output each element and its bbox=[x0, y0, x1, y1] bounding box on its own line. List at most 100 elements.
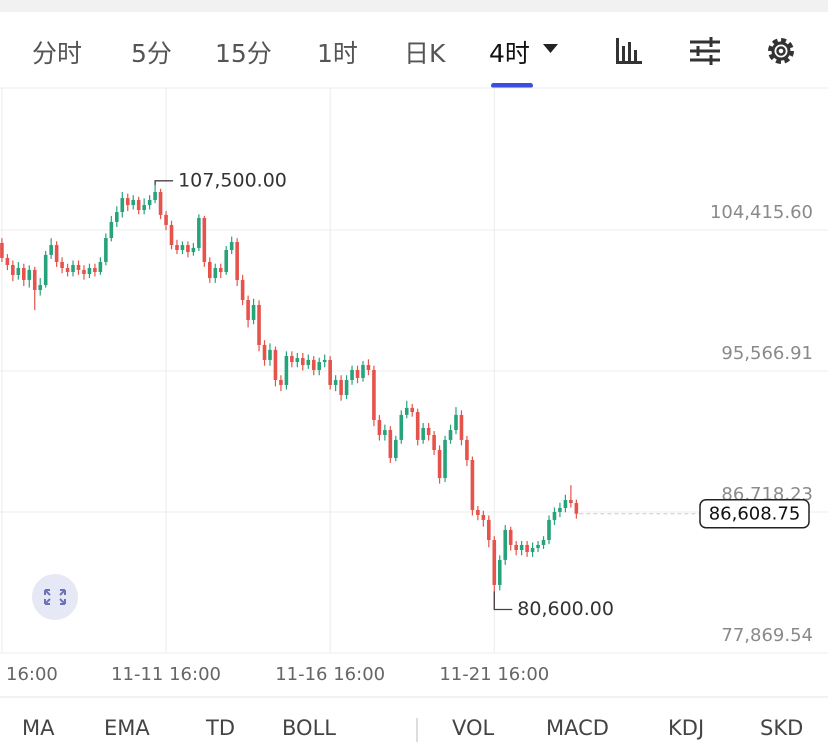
candle-body bbox=[443, 439, 447, 479]
tab[interactable]: 分时 bbox=[32, 39, 83, 68]
y-tick-label: 104,415.60 bbox=[710, 202, 813, 223]
candle-body bbox=[208, 261, 212, 279]
candle-body bbox=[372, 369, 376, 421]
candle-body bbox=[60, 261, 64, 268]
candle-body bbox=[224, 249, 229, 272]
candle-body bbox=[268, 349, 272, 360]
expand-button[interactable] bbox=[32, 574, 78, 620]
candle-body bbox=[158, 191, 163, 215]
candle-body bbox=[147, 199, 152, 206]
indicator-tab[interactable]: BOLL bbox=[282, 716, 336, 740]
y-tick-label: 95,566.91 bbox=[721, 343, 813, 364]
candle-body bbox=[437, 449, 442, 479]
tab[interactable]: 4时 bbox=[489, 39, 530, 68]
candle-body bbox=[218, 267, 223, 272]
candle-body bbox=[115, 212, 119, 222]
candle-body bbox=[49, 245, 53, 255]
candle-body bbox=[290, 355, 294, 363]
indicator-bar: MA EMA TD BOLL VOL MACD KDJ SKD bbox=[0, 712, 828, 742]
candle-body bbox=[481, 514, 486, 520]
candle-body bbox=[87, 267, 92, 275]
candle-body bbox=[27, 269, 32, 280]
candle-body bbox=[164, 214, 168, 225]
tab[interactable]: 5分 bbox=[131, 39, 172, 68]
chart-type-icon[interactable] bbox=[616, 38, 642, 64]
last-price-label: 86,608.75 bbox=[709, 504, 801, 525]
candle-body bbox=[125, 198, 130, 206]
candle-body bbox=[350, 369, 354, 381]
candle-body bbox=[273, 349, 278, 381]
candle-body bbox=[344, 380, 349, 396]
indicator-tab[interactable]: VOL bbox=[452, 716, 495, 740]
candle-body bbox=[311, 359, 316, 370]
annotation-leader bbox=[493, 591, 513, 611]
candle-body bbox=[65, 267, 70, 272]
candle-body bbox=[180, 245, 185, 250]
candle-body bbox=[175, 245, 179, 250]
candle-body bbox=[240, 279, 245, 301]
candle-body bbox=[563, 500, 568, 508]
candle-body bbox=[301, 358, 305, 366]
candle-body bbox=[552, 511, 557, 520]
candle-body bbox=[153, 191, 157, 200]
annotation-leader bbox=[154, 180, 174, 185]
candle-body bbox=[366, 365, 371, 370]
candle-body bbox=[492, 540, 497, 585]
status-strip bbox=[0, 0, 828, 12]
indicator-tab[interactable]: SKD bbox=[760, 716, 804, 740]
candle-body bbox=[131, 199, 136, 206]
candle-body bbox=[169, 224, 174, 246]
candle-body bbox=[104, 238, 108, 262]
candle-body bbox=[235, 242, 239, 280]
candle-body bbox=[415, 412, 420, 440]
tab[interactable]: 15分 bbox=[215, 39, 272, 68]
candle-body bbox=[536, 544, 540, 548]
candle-body bbox=[399, 414, 404, 440]
candle-body bbox=[38, 285, 43, 290]
candle-body bbox=[421, 427, 425, 440]
candle-body bbox=[136, 199, 141, 210]
candle-body bbox=[71, 264, 75, 272]
indicator-tab[interactable]: KDJ bbox=[668, 716, 705, 740]
candle-body bbox=[569, 500, 573, 504]
tab[interactable]: 日K bbox=[404, 39, 446, 68]
candle-body bbox=[459, 414, 464, 440]
candle-body bbox=[525, 544, 529, 552]
candle-body bbox=[251, 304, 256, 320]
candle-body bbox=[355, 369, 360, 378]
candle-body bbox=[426, 427, 431, 435]
candle-body bbox=[448, 430, 453, 440]
candle-body bbox=[120, 198, 125, 213]
tab[interactable]: 1时 bbox=[317, 39, 358, 68]
candle-body bbox=[191, 247, 196, 253]
candle-body bbox=[328, 359, 332, 385]
candle-body bbox=[246, 300, 250, 320]
candle-body bbox=[11, 264, 15, 276]
candle-body bbox=[142, 205, 146, 210]
tab-bar: 分时 5分 15分 1时 日K 4时 bbox=[0, 12, 828, 88]
candle-body bbox=[377, 420, 382, 435]
candle-body bbox=[541, 540, 546, 545]
candle-body bbox=[394, 439, 398, 458]
candle-body bbox=[54, 245, 59, 262]
candle-body bbox=[213, 267, 218, 279]
indicator-tab[interactable]: MACD bbox=[546, 716, 609, 740]
dropdown-arrow[interactable] bbox=[543, 44, 558, 53]
candle-body bbox=[388, 430, 393, 458]
indicator-tab[interactable]: TD bbox=[206, 716, 235, 740]
x-tick-label: 16:00 bbox=[6, 664, 58, 685]
candle-body bbox=[574, 503, 579, 514]
candle-body bbox=[98, 261, 103, 272]
indicator-tab[interactable]: EMA bbox=[104, 716, 150, 740]
candle-body bbox=[306, 359, 311, 366]
candle-body bbox=[284, 355, 289, 385]
settings-gear-icon[interactable] bbox=[768, 38, 794, 64]
candle-body bbox=[16, 267, 21, 276]
indicator-tab[interactable]: MA bbox=[22, 716, 55, 740]
tab-icons bbox=[491, 37, 794, 88]
settings-sliders-icon[interactable] bbox=[690, 37, 720, 65]
candle-body bbox=[404, 407, 409, 415]
annotation-label: 80,600.00 bbox=[517, 598, 614, 620]
candle-body bbox=[109, 221, 114, 239]
candle-body bbox=[410, 407, 415, 413]
